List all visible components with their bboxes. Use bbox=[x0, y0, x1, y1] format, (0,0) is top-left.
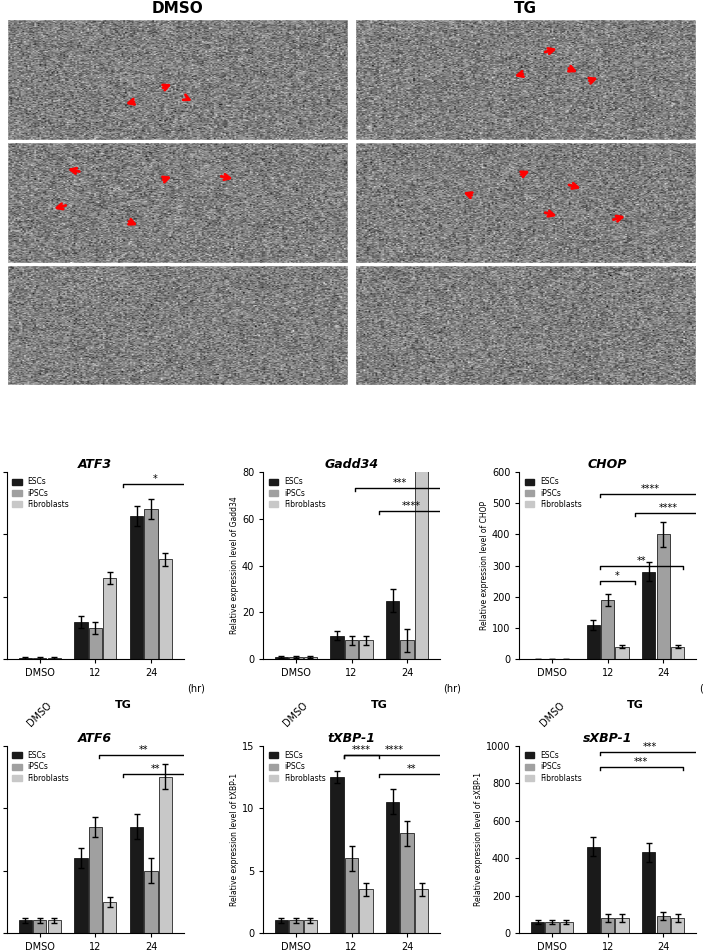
Text: **: ** bbox=[407, 764, 416, 774]
Title: tXBP-1: tXBP-1 bbox=[328, 731, 375, 744]
Y-axis label: Relative expression level of tXBP-1: Relative expression level of tXBP-1 bbox=[230, 773, 239, 906]
Bar bbox=[130, 827, 143, 933]
Bar bbox=[643, 572, 655, 659]
Bar bbox=[671, 646, 684, 659]
Bar bbox=[159, 560, 172, 659]
Bar bbox=[144, 870, 157, 933]
Bar bbox=[345, 858, 358, 933]
Bar bbox=[48, 921, 60, 933]
Text: **: ** bbox=[637, 556, 646, 565]
Bar bbox=[601, 600, 614, 659]
Text: *: * bbox=[615, 571, 620, 582]
Bar bbox=[330, 636, 344, 659]
Text: DMSO: DMSO bbox=[282, 701, 310, 728]
Bar bbox=[33, 658, 46, 659]
Text: ****: **** bbox=[352, 745, 370, 755]
Bar bbox=[275, 921, 288, 933]
Bar bbox=[89, 628, 102, 659]
Text: (hr): (hr) bbox=[699, 684, 703, 694]
Bar bbox=[359, 641, 373, 659]
Text: TG: TG bbox=[627, 701, 644, 710]
Text: ****: **** bbox=[402, 502, 421, 511]
Bar bbox=[33, 921, 46, 933]
Bar bbox=[130, 516, 143, 659]
Bar bbox=[546, 922, 559, 933]
Bar bbox=[75, 622, 88, 659]
Bar bbox=[75, 858, 88, 933]
Text: ***: *** bbox=[392, 478, 407, 487]
Bar bbox=[586, 847, 600, 933]
Bar bbox=[643, 852, 655, 933]
Text: DMSO: DMSO bbox=[538, 701, 566, 728]
Text: *: * bbox=[153, 474, 158, 485]
Title: DMSO: DMSO bbox=[152, 2, 203, 16]
Text: ****: **** bbox=[385, 745, 404, 755]
Bar bbox=[401, 833, 414, 933]
Text: ***: *** bbox=[634, 757, 648, 767]
Bar bbox=[359, 889, 373, 933]
Legend: ESCs, iPSCs, Fibroblasts: ESCs, iPSCs, Fibroblasts bbox=[11, 749, 71, 784]
Bar bbox=[615, 918, 628, 933]
Bar bbox=[401, 641, 414, 659]
Title: ATF3: ATF3 bbox=[78, 458, 112, 470]
Text: (hr): (hr) bbox=[187, 684, 205, 694]
Legend: ESCs, iPSCs, Fibroblasts: ESCs, iPSCs, Fibroblasts bbox=[523, 749, 583, 784]
Bar bbox=[304, 657, 317, 659]
Bar bbox=[144, 509, 157, 659]
Bar bbox=[601, 918, 614, 933]
Title: Gadd34: Gadd34 bbox=[325, 458, 378, 470]
Title: TG: TG bbox=[514, 2, 537, 16]
Bar bbox=[586, 625, 600, 659]
Title: CHOP: CHOP bbox=[588, 458, 627, 470]
Bar bbox=[386, 802, 399, 933]
Bar bbox=[19, 658, 32, 659]
Text: **: ** bbox=[138, 745, 148, 755]
Text: TG: TG bbox=[371, 701, 388, 710]
Bar bbox=[330, 777, 344, 933]
Title: ATF6: ATF6 bbox=[78, 731, 112, 744]
Legend: ESCs, iPSCs, Fibroblasts: ESCs, iPSCs, Fibroblasts bbox=[267, 476, 327, 510]
Bar bbox=[159, 777, 172, 933]
Bar bbox=[615, 646, 628, 659]
Bar bbox=[289, 657, 302, 659]
Bar bbox=[103, 902, 117, 933]
Y-axis label: Relative expression level of Gadd34: Relative expression level of Gadd34 bbox=[230, 497, 239, 634]
Y-axis label: Relative expression level of sXBP-1: Relative expression level of sXBP-1 bbox=[474, 772, 483, 906]
Bar bbox=[289, 921, 302, 933]
Legend: ESCs, iPSCs, Fibroblasts: ESCs, iPSCs, Fibroblasts bbox=[267, 749, 327, 784]
Bar bbox=[657, 534, 670, 659]
Text: ****: **** bbox=[640, 484, 659, 494]
Bar bbox=[103, 578, 117, 659]
Bar bbox=[671, 918, 684, 933]
Text: **: ** bbox=[151, 764, 160, 774]
Title: sXBP-1: sXBP-1 bbox=[583, 731, 633, 744]
Bar bbox=[304, 921, 317, 933]
Bar bbox=[531, 922, 544, 933]
Y-axis label: Relative expression level of CHOP: Relative expression level of CHOP bbox=[480, 501, 489, 630]
Bar bbox=[415, 889, 428, 933]
Bar bbox=[19, 921, 32, 933]
Bar bbox=[657, 916, 670, 933]
Legend: ESCs, iPSCs, Fibroblasts: ESCs, iPSCs, Fibroblasts bbox=[523, 476, 583, 510]
Bar bbox=[48, 658, 60, 659]
Text: DMSO: DMSO bbox=[25, 701, 54, 728]
Bar bbox=[415, 121, 428, 659]
Bar bbox=[560, 922, 573, 933]
Bar bbox=[275, 657, 288, 659]
Text: (hr): (hr) bbox=[443, 684, 461, 694]
Legend: ESCs, iPSCs, Fibroblasts: ESCs, iPSCs, Fibroblasts bbox=[11, 476, 71, 510]
Bar bbox=[89, 827, 102, 933]
Text: ****: **** bbox=[658, 503, 677, 513]
Text: ***: *** bbox=[643, 743, 657, 752]
Bar bbox=[386, 601, 399, 659]
Text: TG: TG bbox=[115, 701, 131, 710]
Bar bbox=[345, 641, 358, 659]
